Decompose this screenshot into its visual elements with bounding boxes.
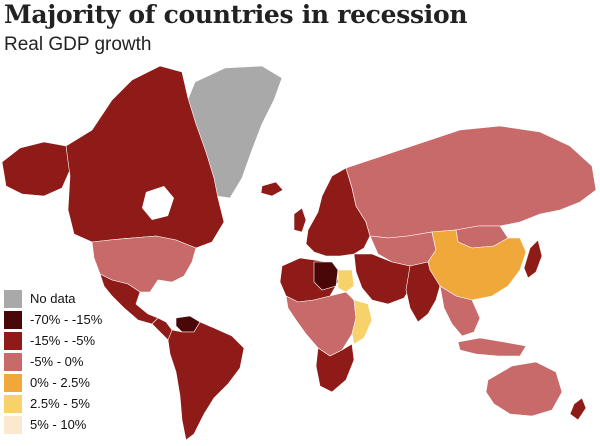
legend-swatch [4, 331, 22, 350]
legend-swatch [4, 310, 22, 329]
legend-item-5-10: 5% - 10% [4, 414, 144, 435]
region-japan [523, 239, 543, 279]
region-uk [293, 207, 307, 233]
legend-swatch [4, 415, 22, 434]
region-sub-saharan-africa [285, 291, 357, 357]
region-iceland [260, 181, 284, 197]
legend-label: No data [30, 291, 76, 306]
region-india [405, 261, 441, 323]
legend-label: -15% - -5% [30, 333, 96, 348]
map-title: Majority of countries in recession [4, 0, 468, 29]
region-east-africa [351, 299, 373, 345]
legend-item-neg5-0: -5% - 0% [4, 351, 144, 372]
legend-label: -5% - 0% [30, 354, 84, 369]
region-russia [345, 125, 597, 239]
legend-swatch [4, 352, 22, 371]
map-legend: No data -70% - -15% -15% - -5% -5% - 0% … [4, 288, 144, 435]
legend-item-neg70-neg15: -70% - -15% [4, 309, 144, 330]
legend-swatch [4, 289, 22, 308]
region-alaska [1, 141, 71, 197]
region-middle-east [353, 253, 415, 305]
region-new-zealand [569, 397, 587, 421]
region-southeast-asia [439, 285, 481, 337]
legend-swatch [4, 373, 22, 392]
legend-swatch [4, 394, 22, 413]
region-southern-africa [315, 343, 355, 393]
legend-item-0-2-5: 0% - 2.5% [4, 372, 144, 393]
legend-label: 5% - 10% [30, 417, 87, 432]
legend-item-2-5-5: 2.5% - 5% [4, 393, 144, 414]
legend-label: 2.5% - 5% [30, 396, 90, 411]
region-egypt [337, 269, 355, 293]
region-libya [313, 261, 339, 291]
legend-item-neg15-neg5: -15% - -5% [4, 330, 144, 351]
legend-label: -70% - -15% [30, 312, 103, 327]
region-canada [65, 65, 225, 249]
legend-label: 0% - 2.5% [30, 375, 90, 390]
map-subtitle: Real GDP growth [4, 34, 152, 55]
region-south-america [167, 321, 245, 441]
world-map [1, 65, 597, 441]
legend-item-no-data: No data [4, 288, 144, 309]
region-hudson-bay [142, 186, 174, 220]
region-indonesia [457, 337, 527, 357]
region-australia [485, 361, 563, 417]
